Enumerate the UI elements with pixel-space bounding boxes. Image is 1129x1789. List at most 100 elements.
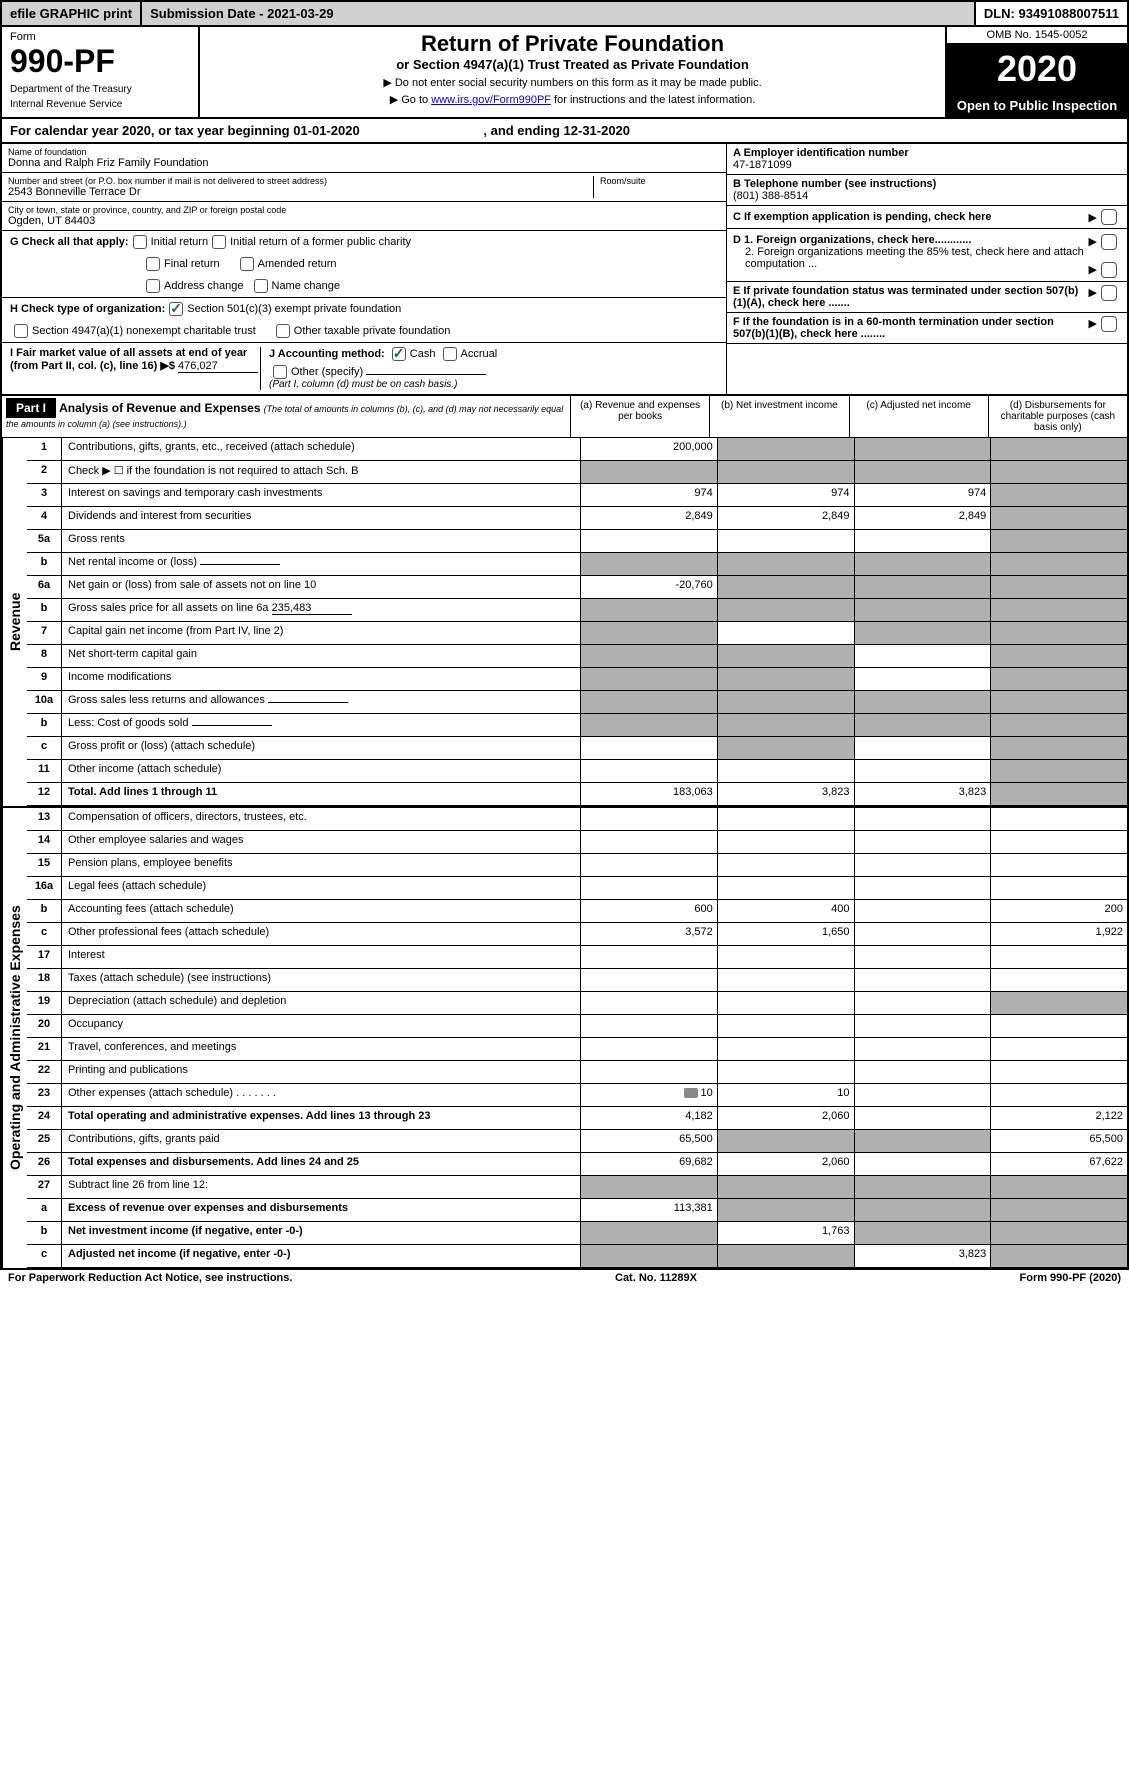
row-number: 26: [27, 1153, 62, 1175]
part-1-label: Part I: [6, 398, 56, 418]
cell-d: [991, 1084, 1127, 1106]
row-number: 16a: [27, 877, 62, 899]
row-number: 22: [27, 1061, 62, 1083]
row-number: c: [27, 1245, 62, 1267]
irs-link[interactable]: www.irs.gov/Form990PF: [431, 94, 551, 106]
cell-b: [718, 946, 855, 968]
cell-a: [581, 992, 718, 1014]
c-checkbox[interactable]: [1101, 209, 1117, 225]
row-number: 3: [27, 484, 62, 506]
row-description: Contributions, gifts, grants, etc., rece…: [62, 438, 581, 460]
name-change-check[interactable]: [254, 279, 268, 293]
h-label: H Check type of organization:: [10, 303, 165, 315]
f-label: F If the foundation is in a 60-month ter…: [733, 316, 1089, 340]
cell-c: [855, 1038, 992, 1060]
tel-value: (801) 388-8514: [733, 190, 1121, 202]
cash-check[interactable]: [392, 347, 406, 361]
row-number: 27: [27, 1176, 62, 1198]
row-number: 1: [27, 438, 62, 460]
row-number: 4: [27, 507, 62, 529]
accrual-check[interactable]: [443, 347, 457, 361]
revenue-table: 1Contributions, gifts, grants, etc., rec…: [27, 438, 1127, 806]
cell-b: [718, 553, 855, 575]
row-number: 5a: [27, 530, 62, 552]
cell-d: [991, 783, 1127, 805]
row-number: 21: [27, 1038, 62, 1060]
footer-center: Cat. No. 11289X: [615, 1272, 697, 1284]
f-check[interactable]: [1101, 316, 1117, 332]
cell-a: 200,000: [581, 438, 718, 460]
other-specify-check[interactable]: [273, 365, 287, 379]
cell-b: [718, 645, 855, 667]
cell-b: [718, 691, 855, 713]
table-row: 2Check ▶ ☐ if the foundation is not requ…: [27, 461, 1127, 484]
cell-a: [581, 737, 718, 759]
sec4947-check[interactable]: [14, 324, 28, 338]
city-value: Ogden, UT 84403: [8, 215, 720, 227]
row-number: 15: [27, 854, 62, 876]
cell-b: [718, 668, 855, 690]
address-change-check[interactable]: [146, 279, 160, 293]
cell-b: [718, 438, 855, 460]
cell-d: [991, 553, 1127, 575]
d1-check[interactable]: [1101, 234, 1117, 250]
cell-c: [855, 576, 992, 598]
other-taxable-check[interactable]: [276, 324, 290, 338]
table-row: 25Contributions, gifts, grants paid65,50…: [27, 1130, 1127, 1153]
table-row: 21Travel, conferences, and meetings: [27, 1038, 1127, 1061]
table-row: bLess: Cost of goods sold: [27, 714, 1127, 737]
part-1-section: Part I Analysis of Revenue and Expenses …: [0, 395, 1129, 1270]
footer-right: Form 990-PF (2020): [1020, 1272, 1121, 1284]
amended-check[interactable]: [240, 257, 254, 271]
cell-b: 2,060: [718, 1153, 855, 1175]
top-bar: efile GRAPHIC print Submission Date - 20…: [0, 0, 1129, 27]
row-description: Accounting fees (attach schedule): [62, 900, 581, 922]
cell-a: 600: [581, 900, 718, 922]
table-row: 27Subtract line 26 from line 12:: [27, 1176, 1127, 1199]
row-description: Capital gain net income (from Part IV, l…: [62, 622, 581, 644]
form-title: Return of Private Foundation: [204, 31, 941, 57]
cell-d: [991, 808, 1127, 830]
row-number: c: [27, 737, 62, 759]
table-row: aExcess of revenue over expenses and dis…: [27, 1199, 1127, 1222]
row-number: 18: [27, 969, 62, 991]
row-number: 25: [27, 1130, 62, 1152]
e-check[interactable]: [1101, 285, 1117, 301]
row-number: 17: [27, 946, 62, 968]
cell-d: 65,500: [991, 1130, 1127, 1152]
ein-value: 47-1871099: [733, 159, 1121, 171]
cell-c: [855, 808, 992, 830]
cell-a: [581, 599, 718, 621]
row-number: b: [27, 599, 62, 621]
cell-c: [855, 599, 992, 621]
sec501-check[interactable]: [169, 302, 183, 316]
cell-b: [718, 1130, 855, 1152]
cell-c: [855, 1061, 992, 1083]
cell-d: [991, 461, 1127, 483]
page-footer: For Paperwork Reduction Act Notice, see …: [0, 1270, 1129, 1286]
instr-2: ▶ Go to www.irs.gov/Form990PF for instru…: [204, 93, 941, 106]
cell-d: [991, 877, 1127, 899]
row-description: Total. Add lines 1 through 11: [62, 783, 581, 805]
foundation-name: Donna and Ralph Friz Family Foundation: [8, 157, 720, 169]
cell-b: [718, 877, 855, 899]
final-return-check[interactable]: [146, 257, 160, 271]
irs-label: Internal Revenue Service: [10, 99, 190, 110]
efile-label: efile GRAPHIC print: [2, 2, 142, 25]
revenue-label: Revenue: [2, 438, 27, 806]
cell-b: 1,763: [718, 1222, 855, 1244]
form-number: 990-PF: [10, 43, 190, 80]
row-number: 23: [27, 1084, 62, 1106]
initial-former-check[interactable]: [212, 235, 226, 249]
row-description: Gross sales less returns and allowances: [62, 691, 581, 713]
cell-d: [991, 737, 1127, 759]
row-number: b: [27, 1222, 62, 1244]
table-row: 24Total operating and administrative exp…: [27, 1107, 1127, 1130]
room-label: Room/suite: [600, 176, 720, 186]
city-label: City or town, state or province, country…: [8, 205, 720, 215]
cell-a: [581, 831, 718, 853]
cell-b: 3,823: [718, 783, 855, 805]
initial-return-check[interactable]: [133, 235, 147, 249]
cell-d: [991, 1015, 1127, 1037]
d2-check[interactable]: [1101, 262, 1117, 278]
